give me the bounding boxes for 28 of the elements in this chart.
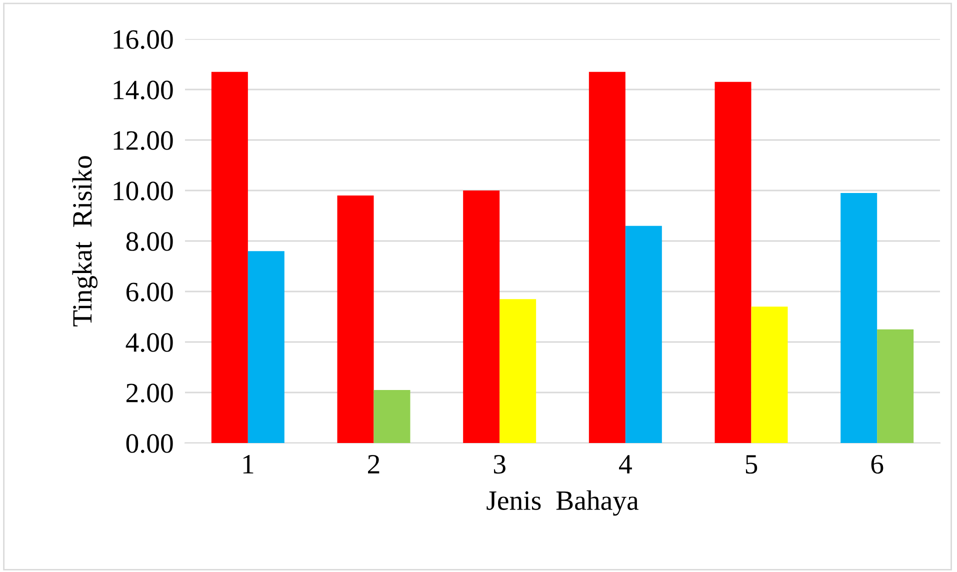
- x-tick-label: 2: [368, 454, 380, 474]
- bar: [625, 226, 662, 443]
- bar: [374, 390, 410, 443]
- bar: [463, 190, 500, 443]
- y-tick-label: 12.00: [114, 131, 173, 150]
- y-axis-title: Tingkat Risiko: [72, 156, 98, 326]
- bar: [211, 72, 248, 443]
- x-tick-label: 3: [494, 454, 506, 474]
- x-tick-label: 5: [746, 455, 758, 474]
- bar: [337, 196, 374, 443]
- x-tick-label: 6: [871, 454, 884, 474]
- x-axis-title: Jenis Bahaya: [486, 490, 638, 516]
- y-tick-label: 0.00: [126, 434, 173, 454]
- y-tick-label: 10.00: [114, 182, 173, 201]
- y-tick-label: 4.00: [126, 333, 173, 352]
- bar: [714, 82, 752, 443]
- y-tick-label: 16.00: [114, 30, 173, 50]
- bar: [248, 251, 284, 443]
- y-tick-label: 8.00: [126, 232, 173, 252]
- x-tick-label: 1: [243, 455, 254, 474]
- y-tick-label: 2.00: [126, 384, 173, 403]
- x-tick-label: 4: [619, 455, 632, 474]
- bar: [751, 306, 788, 443]
- bar: [877, 329, 914, 443]
- y-tick-label: 6.00: [126, 282, 173, 302]
- bar: [588, 72, 626, 443]
- y-tick-label: 14.00: [114, 80, 173, 100]
- bar: [500, 299, 536, 443]
